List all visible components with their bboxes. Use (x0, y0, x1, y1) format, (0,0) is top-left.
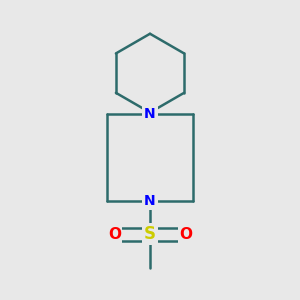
Text: S: S (144, 225, 156, 243)
Text: O: O (108, 227, 121, 242)
Text: O: O (179, 227, 192, 242)
Text: N: N (144, 107, 156, 122)
Text: N: N (144, 194, 156, 208)
